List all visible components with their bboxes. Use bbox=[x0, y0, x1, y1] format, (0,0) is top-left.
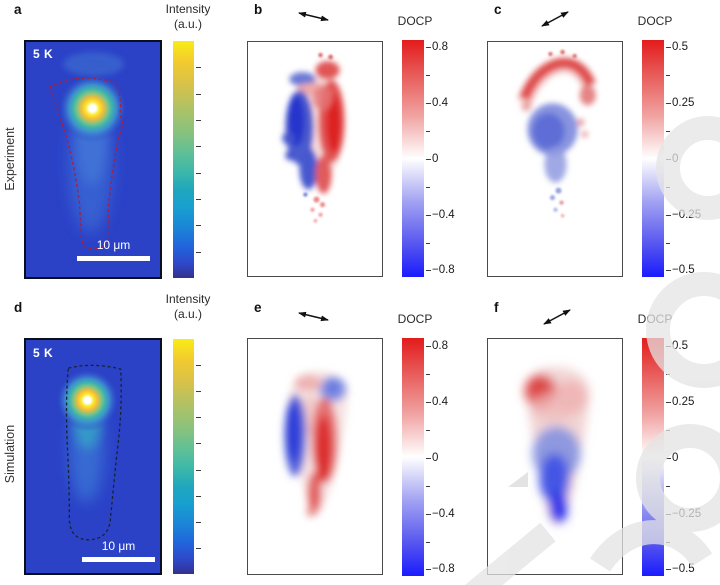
intensity-colorbar-a bbox=[173, 41, 201, 278]
panel-letter-c: c bbox=[494, 2, 502, 17]
intensity-colorbar-title-a: Intensity (a.u.) bbox=[148, 2, 228, 32]
docp-blob-c bbox=[516, 56, 598, 183]
docp-colorbar-title-b: DOCP bbox=[397, 14, 433, 28]
intensity-title-line2: (a.u.) bbox=[173, 307, 202, 321]
tick-label: 0.25 bbox=[672, 396, 695, 408]
docp-speckles-c bbox=[548, 49, 577, 218]
tick-label: −0.8 bbox=[432, 264, 455, 276]
scalebar-label-a: 10 μm bbox=[96, 238, 131, 252]
docp-map-e-image bbox=[248, 339, 382, 574]
intensity-map-simulation-image bbox=[26, 340, 160, 573]
docp-map-experiment-b bbox=[247, 41, 383, 277]
panel-letter-a: a bbox=[14, 2, 22, 17]
docp-map-experiment-c bbox=[487, 41, 623, 277]
scalebar-a bbox=[77, 256, 150, 261]
panel-letter-e: e bbox=[254, 300, 262, 315]
tick-label: 0.5 bbox=[672, 41, 688, 53]
intensity-title-line1: Intensity bbox=[165, 2, 211, 16]
docp-colorbar-f: 0.5 0.25 0 −0.25 −0.5 bbox=[642, 338, 701, 576]
scalebar-label-d: 10 μm bbox=[101, 539, 136, 553]
intensity-map-experiment bbox=[24, 40, 162, 279]
tick-label: −0.4 bbox=[432, 209, 455, 221]
polarization-arrow-icon-e bbox=[298, 311, 329, 322]
tick-label: 0.8 bbox=[432, 340, 448, 352]
docp-map-b-image bbox=[248, 42, 382, 276]
docp-gradient-f bbox=[642, 338, 664, 576]
tick-label: −0.5 bbox=[672, 264, 695, 276]
docp-speckles-b bbox=[303, 52, 334, 223]
intensity-colorbar-d bbox=[173, 339, 201, 574]
emission-spot bbox=[56, 369, 119, 432]
tick-label: −0.25 bbox=[672, 508, 702, 520]
intensity-map-experiment-image bbox=[26, 42, 160, 277]
tick-label: 0.4 bbox=[432, 396, 448, 408]
panel-letter-b: b bbox=[254, 2, 263, 17]
tick-label: −0.4 bbox=[432, 508, 455, 520]
docp-map-c-image bbox=[488, 42, 622, 276]
docp-colorbar-title-f: DOCP bbox=[637, 312, 673, 326]
docp-blob-b bbox=[282, 61, 345, 194]
docp-colorbar-title-e: DOCP bbox=[397, 312, 433, 326]
docp-colorbar-c: 0.5 0.25 0 −0.25 −0.5 bbox=[642, 40, 701, 277]
docp-map-simulation-f bbox=[487, 338, 623, 575]
emission-spot bbox=[58, 74, 127, 143]
scalebar-d bbox=[82, 557, 155, 562]
intensity-map-simulation bbox=[24, 338, 162, 575]
docp-colorbar-title-c: DOCP bbox=[637, 14, 673, 28]
polarization-arrow-icon-c bbox=[541, 11, 569, 27]
intensity-title-line1: Intensity bbox=[165, 292, 211, 306]
tick-label: 0.4 bbox=[432, 97, 448, 109]
tick-label: 0.8 bbox=[432, 41, 448, 53]
tick-label: 0.25 bbox=[672, 97, 695, 109]
docp-blob-f bbox=[524, 367, 590, 525]
tick-label: 0 bbox=[672, 452, 679, 464]
tick-label: 0 bbox=[672, 153, 679, 165]
intensity-gradient-d bbox=[173, 339, 194, 574]
panel-letter-f: f bbox=[494, 300, 499, 315]
temperature-label-d: 5 K bbox=[33, 346, 54, 360]
crystal-contour-dashed-red bbox=[48, 77, 124, 250]
tick-label: −0.8 bbox=[432, 563, 455, 575]
tick-label: −0.25 bbox=[672, 209, 702, 221]
tick-label: 0.5 bbox=[672, 340, 688, 352]
docp-map-simulation-e bbox=[247, 338, 383, 575]
upper-haze bbox=[63, 52, 124, 77]
docp-map-f-image bbox=[488, 339, 622, 574]
row-label-experiment: Experiment bbox=[3, 127, 17, 191]
docp-colorbar-b: 0.8 0.4 0 −0.4 −0.8 bbox=[402, 40, 455, 277]
row-label-simulation: Simulation bbox=[3, 424, 17, 484]
docp-blob-e bbox=[284, 370, 349, 517]
panel-letter-d: d bbox=[14, 300, 23, 315]
temperature-label-a: 5 K bbox=[33, 47, 54, 61]
tick-label: 0 bbox=[432, 452, 439, 464]
docp-gradient-e bbox=[402, 338, 424, 576]
tick-label: −0.5 bbox=[672, 563, 695, 575]
polarization-arrow-icon-f bbox=[543, 309, 571, 325]
polarization-arrow-icon-b bbox=[298, 11, 329, 22]
docp-gradient-b bbox=[402, 40, 424, 277]
intensity-title-line2: (a.u.) bbox=[173, 17, 202, 31]
intensity-colorbar-title-d: Intensity (a.u.) bbox=[148, 292, 228, 322]
intensity-gradient-a bbox=[173, 41, 194, 278]
docp-gradient-c bbox=[642, 40, 664, 277]
tick-label: 0 bbox=[432, 153, 439, 165]
docp-colorbar-e: 0.8 0.4 0 −0.4 −0.8 bbox=[402, 338, 455, 576]
crystal-contour-dashed-black bbox=[65, 364, 122, 541]
